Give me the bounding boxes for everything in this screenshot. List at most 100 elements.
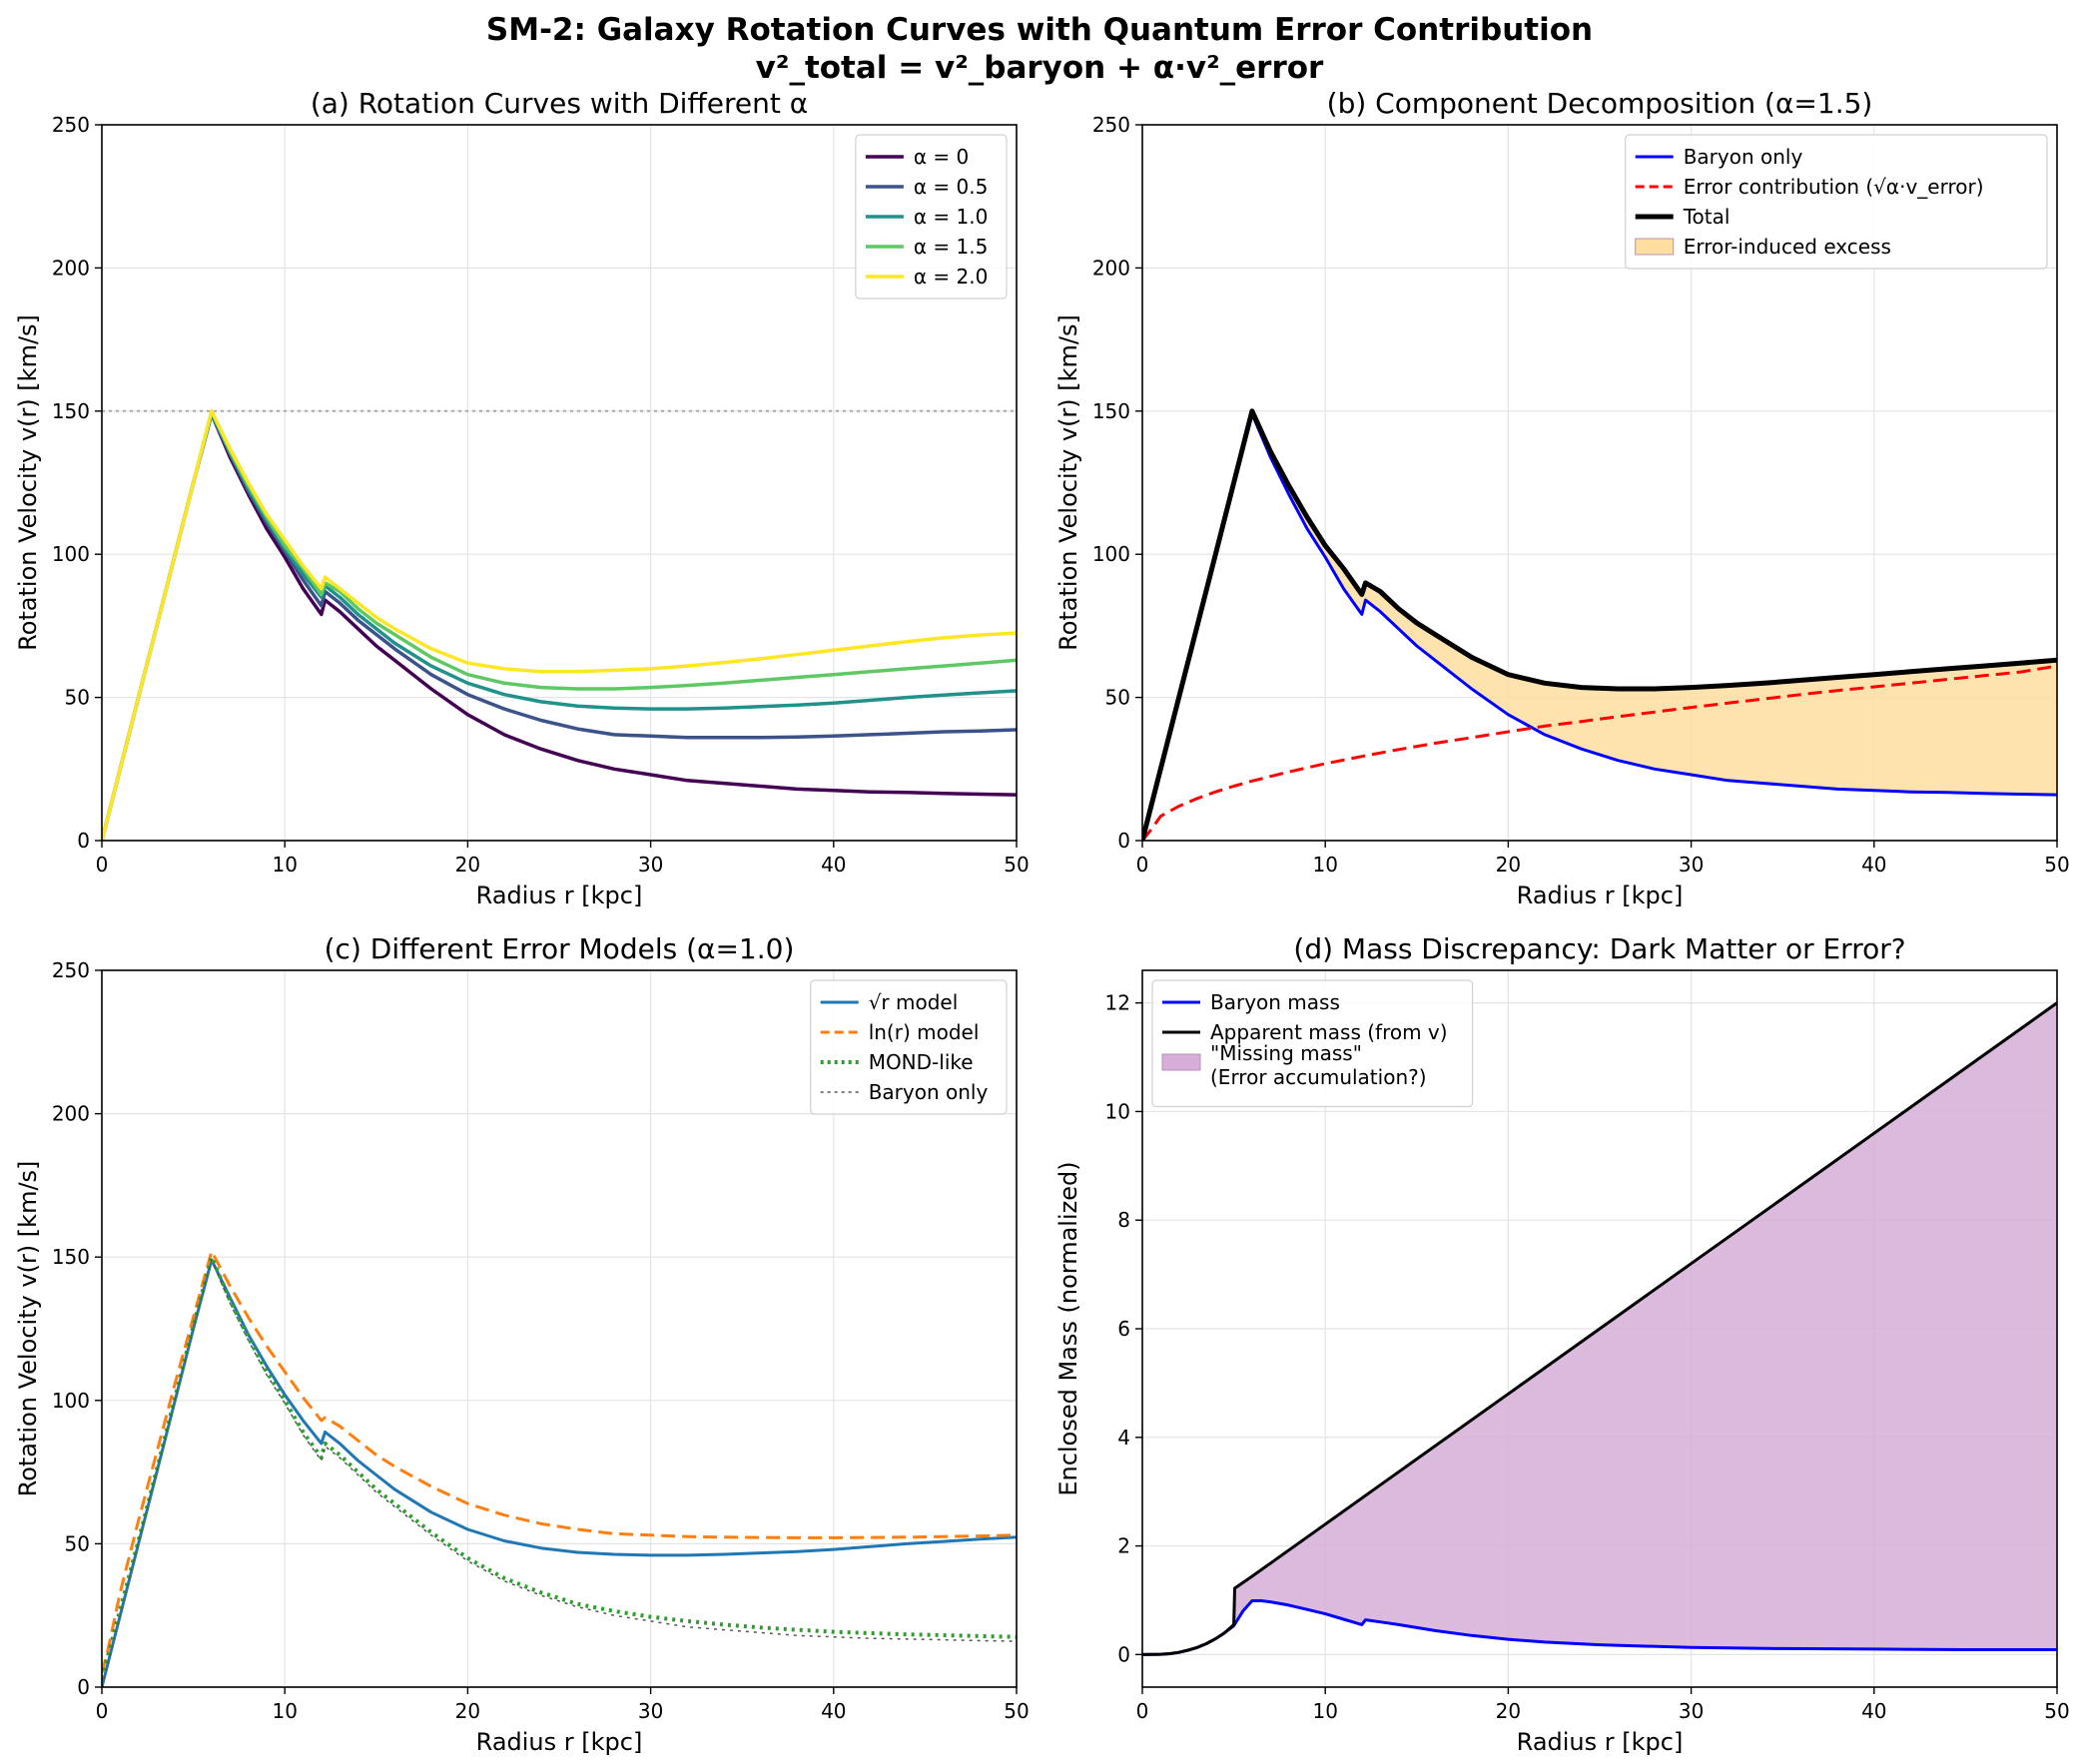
- x-tick-label: 20: [455, 853, 480, 877]
- chart-panel-c: 0 10 20 30 40 50 0 50 100 150 200 250 (c) Different …: [14, 932, 1030, 1756]
- x-tick-label: 0: [1136, 1699, 1149, 1723]
- series-line-2: [102, 1255, 1017, 1679]
- legend-label: "Missing mass": [1210, 1041, 1362, 1065]
- chart-title: (d) Mass Discrepancy: Dark Matter or Err…: [1293, 932, 1905, 965]
- figure-title-line1: SM-2: Galaxy Rotation Curves with Quantu…: [486, 12, 1593, 48]
- y-tick-label: 0: [1117, 829, 1130, 853]
- y-tick-label: 6: [1117, 1317, 1130, 1341]
- legend-label: α = 2.0: [914, 265, 988, 289]
- y-tick-label: 0: [1117, 1642, 1130, 1666]
- y-tick-label: 250: [1092, 113, 1130, 137]
- x-tick-label: 20: [455, 1699, 480, 1723]
- series-line-1: [102, 1250, 1017, 1673]
- x-tick-label: 50: [2044, 853, 2069, 877]
- x-tick-label: 30: [1679, 853, 1704, 877]
- legend-label: √r model: [869, 990, 959, 1014]
- legend-label: Baryon mass: [1210, 990, 1340, 1014]
- series-line-1: [1142, 1001, 2057, 1656]
- y-tick-label: 200: [52, 1102, 90, 1126]
- y-tick-label: 50: [65, 686, 90, 710]
- x-tick-label: 10: [272, 853, 297, 877]
- x-tick-label: 50: [1004, 1699, 1029, 1723]
- legend-label: Baryon only: [1684, 145, 1803, 169]
- x-tick-label: 20: [1496, 1699, 1521, 1723]
- legend-label: α = 0: [914, 145, 969, 169]
- x-tick-label: 50: [1004, 853, 1029, 877]
- y-tick-label: 8: [1117, 1208, 1130, 1232]
- chart-panel-d: 0 10 20 30 40 50 0 2 4 6 8 10 12 (d) Mass Discrepancy…: [1054, 932, 2070, 1756]
- series-line-0: [102, 1258, 1017, 1687]
- x-axis-label: Radius r [kpc]: [1517, 882, 1684, 909]
- y-tick-label: 50: [65, 1531, 90, 1555]
- y-axis-label: Rotation Velocity v(r) [km/s]: [14, 1161, 42, 1497]
- chart-title: (b) Component Decomposition (α=1.5): [1327, 87, 1873, 120]
- y-tick-label: 250: [52, 958, 90, 982]
- x-tick-label: 0: [96, 853, 109, 877]
- x-axis-label: Radius r [kpc]: [476, 882, 643, 909]
- y-axis-label: Rotation Velocity v(r) [km/s]: [1054, 314, 1082, 651]
- axes-frame: [101, 124, 1018, 842]
- axes-frame: [1141, 124, 2058, 842]
- legend-label: Baryon only: [869, 1080, 989, 1104]
- x-tick-label: 10: [272, 1699, 297, 1723]
- x-tick-label: 40: [1861, 1699, 1886, 1723]
- x-tick-label: 20: [1496, 853, 1521, 877]
- x-tick-label: 50: [2044, 1699, 2069, 1723]
- legend-box: [1151, 979, 1474, 1108]
- x-tick-label: 40: [1861, 853, 1886, 877]
- y-tick-label: 0: [77, 829, 90, 853]
- legend-label: α = 1.5: [914, 235, 988, 259]
- x-axis-label: Radius r [kpc]: [1517, 1728, 1684, 1756]
- y-tick-label: 100: [52, 542, 90, 566]
- plot-area: [1142, 1001, 2057, 1656]
- y-tick-label: 50: [1105, 686, 1130, 710]
- chart-panel-b: 0 10 20 30 40 50 0 50 100 150 200 250 (b) Component …: [1054, 87, 2070, 909]
- chart-panel-a: 0 10 20 30 40 50 0 50 100 150 200 250 (a) Rotation C…: [14, 87, 1030, 909]
- y-tick-label: 200: [52, 256, 90, 280]
- y-tick-label: 250: [52, 113, 90, 137]
- x-tick-label: 40: [821, 1699, 846, 1723]
- legend-label: α = 1.0: [914, 205, 988, 229]
- fill-area: [1142, 410, 2057, 841]
- axes-frame: [101, 969, 1018, 1688]
- legend-label: MOND-like: [869, 1050, 974, 1074]
- x-tick-label: 40: [821, 853, 846, 877]
- x-axis-label: Radius r [kpc]: [476, 1728, 643, 1756]
- plot-area: [1142, 408, 2057, 841]
- series-line-2: [1142, 408, 2057, 841]
- x-tick-label: 0: [1136, 853, 1149, 877]
- x-tick-label: 10: [1312, 853, 1337, 877]
- legend-label: ln(r) model: [869, 1020, 980, 1044]
- chart-title: (c) Different Error Models (α=1.0): [325, 932, 795, 965]
- x-tick-label: 10: [1312, 1699, 1337, 1723]
- y-tick-label: 100: [52, 1389, 90, 1413]
- y-tick-label: 200: [1092, 256, 1130, 280]
- legend: Baryon mass Apparent mass (from v)"Missin…: [1151, 979, 1474, 1108]
- plot-area: [102, 1250, 1017, 1687]
- series-line-1: [1142, 664, 2057, 841]
- legend-box: [810, 979, 1008, 1115]
- legend-patch: [1161, 1053, 1201, 1071]
- y-tick-label: 2: [1117, 1534, 1130, 1558]
- legend-box: [1625, 134, 2048, 270]
- plot-area: [102, 409, 1017, 841]
- legend-label: Total: [1683, 205, 1731, 229]
- legend-label: Apparent mass (from v): [1210, 1020, 1448, 1044]
- legend: Baryon only Error contribution (√α·v_erro…: [1625, 134, 2048, 270]
- legend: α = 0 α = 0.5 α = 1.0 α = 1.5 α = 2.0: [855, 134, 1008, 299]
- y-axis-label: Rotation Velocity v(r) [km/s]: [14, 314, 42, 651]
- legend-box: [855, 134, 1008, 299]
- legend-label: Error-induced excess: [1684, 235, 1891, 259]
- legend-label: (Error accumulation?): [1210, 1065, 1427, 1089]
- x-tick-label: 30: [638, 853, 663, 877]
- y-tick-label: 150: [52, 1245, 90, 1269]
- y-tick-label: 150: [1092, 399, 1130, 423]
- x-tick-label: 0: [96, 1699, 109, 1723]
- legend-label: Error contribution (√α·v_error): [1684, 175, 1984, 199]
- series-line-3: [102, 1259, 1017, 1687]
- x-tick-label: 30: [1679, 1699, 1704, 1723]
- series-line-4: [102, 409, 1017, 841]
- y-tick-label: 4: [1117, 1426, 1130, 1450]
- y-tick-label: 0: [77, 1675, 90, 1699]
